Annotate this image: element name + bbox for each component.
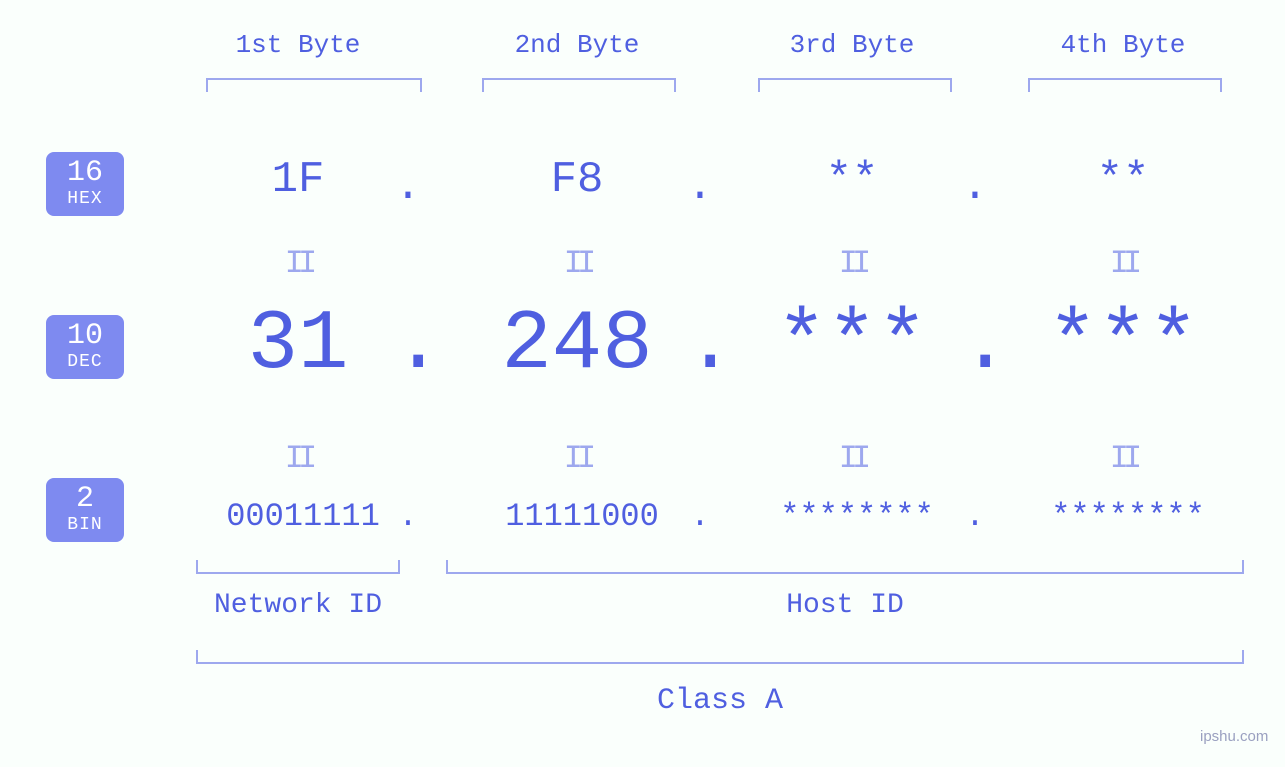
hex-dot-3: . <box>960 162 990 212</box>
base-name: BIN <box>67 516 102 534</box>
byte-bracket-1 <box>206 78 422 92</box>
bin-byte-3: ******** <box>727 498 987 535</box>
watermark: ipshu.com <box>1200 728 1268 745</box>
bin-dot-1: . <box>393 498 423 535</box>
equals-r1-c3: II <box>998 440 1248 477</box>
dec-byte-4: *** <box>998 298 1248 393</box>
byte-bracket-4 <box>1028 78 1222 92</box>
byte-header-3: 3rd Byte <box>727 30 977 60</box>
class-label: Class A <box>570 684 870 718</box>
class-bracket <box>196 650 1244 664</box>
dec-byte-3: *** <box>727 298 977 393</box>
byte-header-4: 4th Byte <box>998 30 1248 60</box>
hex-byte-2: F8 <box>452 155 702 205</box>
bin-dot-3: . <box>960 498 990 535</box>
equals-r1-c1: II <box>452 440 702 477</box>
hex-dot-2: . <box>685 162 715 212</box>
equals-r0-c0: II <box>173 245 423 282</box>
base-badge-dec: 10 DEC <box>46 315 124 379</box>
base-number: 2 <box>76 484 94 514</box>
dec-byte-2: 248 <box>452 298 702 393</box>
equals-r1-c0: II <box>173 440 423 477</box>
dec-dot-3: . <box>960 298 990 393</box>
byte-header-1: 1st Byte <box>173 30 423 60</box>
hex-dot-1: . <box>393 162 423 212</box>
base-badge-bin: 2 BIN <box>46 478 124 542</box>
group-bracket-1 <box>446 560 1244 574</box>
byte-bracket-3 <box>758 78 952 92</box>
dec-byte-1: 31 <box>173 298 423 393</box>
group-bracket-0 <box>196 560 400 574</box>
dec-dot-1: . <box>393 298 423 393</box>
byte-bracket-2 <box>482 78 676 92</box>
equals-r0-c2: II <box>727 245 977 282</box>
base-number: 16 <box>67 158 103 188</box>
equals-r0-c1: II <box>452 245 702 282</box>
base-name: HEX <box>67 190 102 208</box>
equals-r0-c3: II <box>998 245 1248 282</box>
byte-header-2: 2nd Byte <box>452 30 702 60</box>
group-label-1: Host ID <box>695 590 995 621</box>
base-number: 10 <box>67 321 103 351</box>
bin-byte-2: 11111000 <box>452 498 712 535</box>
hex-byte-4: ** <box>998 155 1248 205</box>
hex-byte-1: 1F <box>173 155 423 205</box>
base-name: DEC <box>67 353 102 371</box>
equals-r1-c2: II <box>727 440 977 477</box>
group-label-0: Network ID <box>148 590 448 621</box>
bin-dot-2: . <box>685 498 715 535</box>
base-badge-hex: 16 HEX <box>46 152 124 216</box>
bin-byte-4: ******** <box>998 498 1258 535</box>
hex-byte-3: ** <box>727 155 977 205</box>
dec-dot-2: . <box>685 298 715 393</box>
